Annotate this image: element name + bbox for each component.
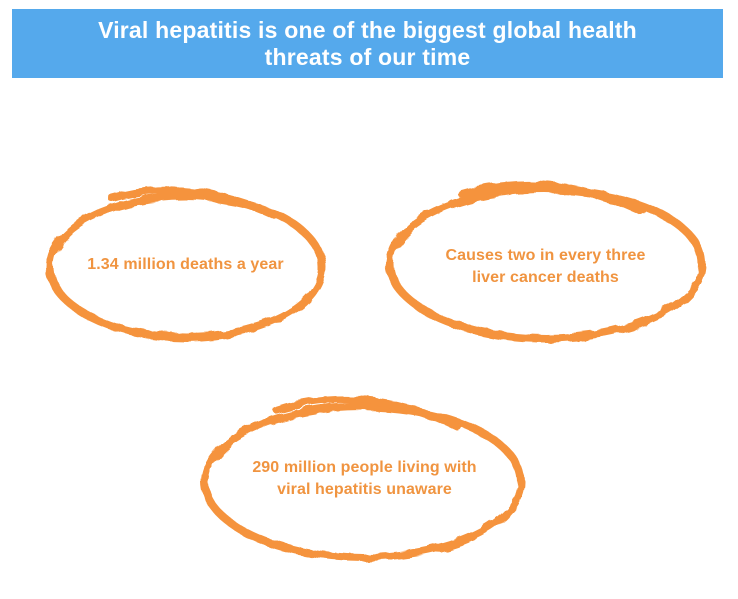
stat-bubble-liver-cancer: Causes two in every three liver cancer d… — [378, 166, 713, 342]
hand-drawn-circle — [201, 395, 525, 561]
header-banner: Viral hepatitis is one of the biggest gl… — [12, 9, 723, 78]
stat-bubble-deaths-per-year: 1.34 million deaths a year — [38, 172, 333, 341]
header-title-line-2: threats of our time — [264, 43, 471, 70]
stat-bubble-living-unaware: 290 million people living with viral hep… — [197, 380, 532, 562]
stat-label-deaths-per-year: 1.34 million deaths a year — [87, 256, 284, 273]
hand-drawn-circle — [386, 180, 706, 342]
stat-label-liver-cancer: Causes two in every three liver cancer d… — [445, 246, 646, 286]
header-title-line-1: Viral hepatitis is one of the biggest gl… — [98, 16, 637, 43]
hand-drawn-circle — [46, 186, 326, 341]
stat-label-living-unaware: 290 million people living with viral hep… — [252, 459, 477, 498]
